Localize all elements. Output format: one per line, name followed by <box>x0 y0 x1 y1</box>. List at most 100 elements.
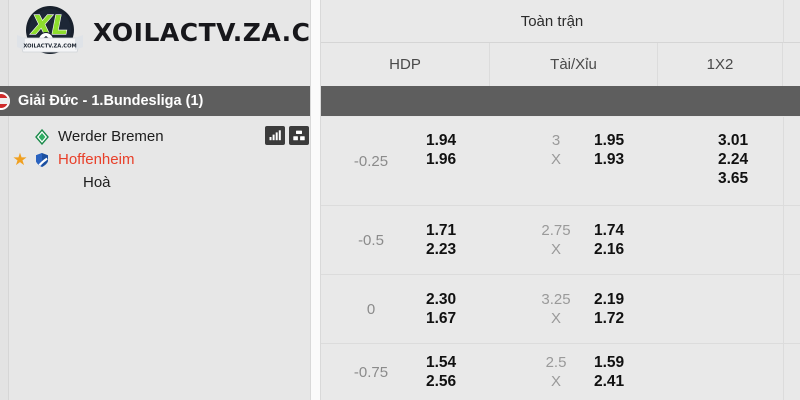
column-header-over-under-label: Tài/Xỉu <box>550 56 597 73</box>
bar-chart-icon <box>269 130 281 141</box>
one-x-two-cell[interactable] <box>658 344 783 400</box>
germany-flag-icon <box>0 92 10 110</box>
hdp-line-value: 0 <box>366 300 376 318</box>
over-under-goal-line: 2.75 <box>541 222 571 239</box>
under-price[interactable]: 2.16 <box>594 241 625 258</box>
hdp-price-away[interactable]: 1.96 <box>426 151 457 168</box>
over-under-draw-marker: X <box>550 241 561 258</box>
odds-group-header: Toàn trận <box>321 0 783 43</box>
brand-header: XL XOILACTV.ZA.COM XOILA <box>9 0 357 86</box>
column-header-over-under[interactable]: Tài/Xỉu <box>490 43 658 86</box>
under-price[interactable]: 1.72 <box>594 310 625 327</box>
star-icon-placeholder: ★ <box>9 128 31 145</box>
gutter-divider <box>8 0 9 400</box>
row-spacer <box>783 344 800 400</box>
hdp-cell[interactable]: 0 2.30 1.67 <box>321 275 490 343</box>
over-under-price-group: 1.95 1.93 <box>594 117 650 219</box>
star-icon[interactable]: ★ <box>12 150 28 169</box>
hdp-price-group: 1.94 1.96 <box>426 117 482 219</box>
event-action-buttons <box>265 126 309 145</box>
statistics-button[interactable] <box>265 126 285 145</box>
column-header-1x2[interactable]: 1X2 <box>658 43 783 86</box>
away-team-name: Hoffenheim <box>58 151 135 168</box>
draw-price[interactable]: 2.24 <box>718 151 749 168</box>
over-under-draw-marker: X <box>550 310 561 327</box>
hdp-price-away[interactable]: 1.67 <box>426 310 457 327</box>
over-under-cell[interactable]: 3.25 X 2.19 1.72 <box>490 275 658 343</box>
hdp-price-home[interactable]: 1.71 <box>426 222 457 239</box>
over-under-price-group: 1.59 2.41 <box>594 344 650 400</box>
over-price[interactable]: 1.95 <box>594 132 625 149</box>
over-under-line-group: 2.5 X <box>528 344 584 400</box>
hdp-price-home[interactable]: 1.54 <box>426 354 457 371</box>
row-spacer <box>783 206 800 274</box>
one-x-two-cell[interactable] <box>658 275 783 343</box>
event-panel: ★ Werder Bremen ★ <box>9 117 310 400</box>
odds-header: Toàn trận HDP Tài/Xỉu 1X2 <box>321 0 800 86</box>
over-under-line-group: 3.25 X <box>528 275 584 343</box>
odds-table-body: -0.25 1.94 1.96 3 X 1.95 1.93 3.01 <box>321 117 800 400</box>
hdp-line-value: -0.25 <box>353 152 389 170</box>
over-under-goal-line: 2.5 <box>545 354 567 371</box>
odds-subheader: HDP Tài/Xỉu 1X2 <box>321 43 800 86</box>
team-list: ★ Werder Bremen ★ <box>9 125 310 194</box>
over-under-goal-line: 3 <box>551 132 561 149</box>
away-team-row[interactable]: ★ Hoffenheim <box>9 148 310 171</box>
hoffenheim-crest-icon <box>31 151 53 169</box>
over-under-cell[interactable]: 2.5 X 1.59 2.41 <box>490 344 658 400</box>
over-under-cell[interactable]: 2.75 X 1.74 2.16 <box>490 206 658 274</box>
row-spacer <box>783 275 800 343</box>
under-price[interactable]: 2.41 <box>594 373 625 390</box>
over-price[interactable]: 1.74 <box>594 222 625 239</box>
over-under-goal-line: 3.25 <box>541 291 571 308</box>
over-under-price-group: 2.19 1.72 <box>594 275 650 343</box>
over-under-price-group: 1.74 2.16 <box>594 206 650 274</box>
column-header-spacer <box>783 43 800 86</box>
odds-row: -0.5 1.71 2.23 2.75 X 1.74 2.16 <box>321 206 800 275</box>
one-x-two-cell[interactable] <box>658 206 783 274</box>
under-price[interactable]: 1.93 <box>594 151 625 168</box>
odds-row: 0 2.30 1.67 3.25 X 2.19 1.72 <box>321 275 800 344</box>
one-x-two-cell[interactable]: 3.01 2.24 3.65 <box>658 117 783 205</box>
odds-row: -0.25 1.94 1.96 3 X 1.95 1.93 3.01 <box>321 117 800 206</box>
column-header-hdp-label: HDP <box>389 56 421 73</box>
over-under-draw-marker: X <box>550 151 561 168</box>
home-win-price[interactable]: 3.01 <box>718 132 749 149</box>
hdp-price-home[interactable]: 2.30 <box>426 291 457 308</box>
svg-text:XOILACTV.ZA.COM: XOILACTV.ZA.COM <box>23 44 76 50</box>
hdp-line-value: -0.75 <box>353 363 389 381</box>
league-name: Giải Đức - 1.Bundesliga (1) <box>18 93 204 109</box>
over-price[interactable]: 1.59 <box>594 354 625 371</box>
hdp-cell[interactable]: -0.25 1.94 1.96 <box>321 117 490 205</box>
hdp-price-group: 2.30 1.67 <box>426 275 482 343</box>
away-win-price[interactable]: 3.65 <box>718 170 749 187</box>
hdp-price-group: 1.71 2.23 <box>426 206 482 274</box>
row-spacer <box>783 117 800 205</box>
draw-row[interactable]: Hoà <box>9 171 310 194</box>
column-header-1x2-label: 1X2 <box>706 56 734 73</box>
grid-icon <box>293 130 305 141</box>
hdp-cell[interactable]: -0.5 1.71 2.23 <box>321 206 490 274</box>
over-price[interactable]: 2.19 <box>594 291 625 308</box>
head-to-head-button[interactable] <box>289 126 309 145</box>
soccer-ball-badge-icon: XL XOILACTV.ZA.COM <box>17 4 83 60</box>
one-x-two-price-group: 3.01 2.24 3.65 <box>718 117 774 219</box>
hdp-cell[interactable]: -0.75 1.54 2.56 <box>321 344 490 400</box>
column-header-hdp[interactable]: HDP <box>321 43 490 86</box>
draw-label: Hoà <box>83 174 111 191</box>
league-header-bar[interactable]: Giải Đức - 1.Bundesliga (1) <box>0 86 800 116</box>
panel-divider <box>310 0 320 400</box>
over-under-line-group: 2.75 X <box>528 206 584 274</box>
hdp-price-away[interactable]: 2.56 <box>426 373 457 390</box>
left-gutter <box>0 0 8 400</box>
odds-row: -0.75 1.54 2.56 2.5 X 1.59 2.41 <box>321 344 800 400</box>
home-team-name: Werder Bremen <box>58 128 164 145</box>
home-team-row[interactable]: ★ Werder Bremen <box>9 125 310 148</box>
werder-bremen-crest-icon <box>31 128 53 146</box>
brand-logo[interactable]: XL XOILACTV.ZA.COM XOILA <box>17 4 358 60</box>
hdp-line-value: -0.5 <box>358 231 384 249</box>
hdp-price-away[interactable]: 2.23 <box>426 241 457 258</box>
over-under-cell[interactable]: 3 X 1.95 1.93 <box>490 117 658 205</box>
hdp-price-home[interactable]: 1.94 <box>426 132 457 149</box>
